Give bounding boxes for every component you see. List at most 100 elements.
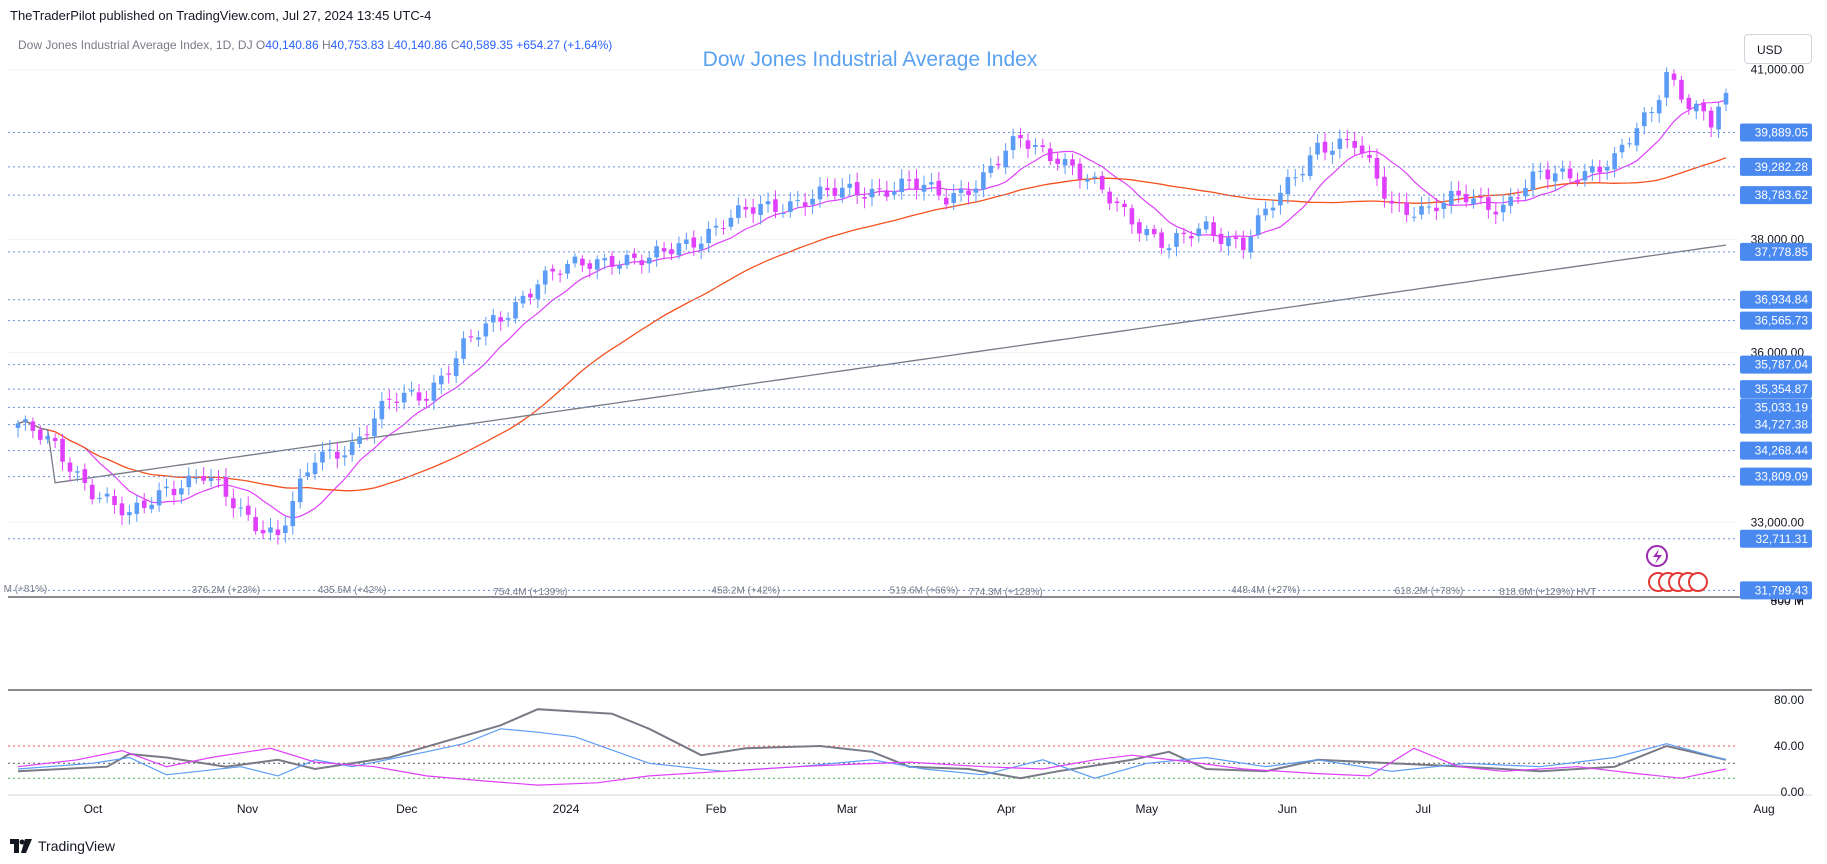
candle-body (728, 217, 734, 227)
oscillator-tick-label: 40.00 (1774, 739, 1804, 753)
time-tick-label: Nov (237, 802, 258, 816)
price-level-tag-label: 31,799.43 (1755, 583, 1809, 597)
candle-body (624, 254, 630, 266)
price-level-tag (1740, 311, 1812, 330)
change-value: +654.27 (+1.64%) (516, 38, 613, 52)
oscillator-pane (8, 708, 1738, 786)
candle-body (260, 530, 266, 534)
candle-body (30, 421, 36, 431)
candle-body (1389, 200, 1395, 204)
candle-body (1226, 237, 1231, 247)
candle-body (1315, 142, 1320, 155)
candle-body (1538, 170, 1543, 172)
low-value: 40,140.86 (394, 38, 448, 52)
candle-body (438, 375, 444, 385)
candle-body (565, 263, 570, 274)
candle-body (661, 248, 667, 252)
time-tick-label: Jul (1416, 802, 1431, 816)
candle-body (1189, 235, 1194, 239)
candle-body (387, 398, 392, 400)
candle-body (1716, 106, 1721, 130)
candle-body (802, 202, 808, 207)
candle-body (1478, 196, 1484, 198)
candle-body (104, 493, 110, 497)
candle-body (1374, 157, 1380, 179)
time-axis[interactable]: Oct Nov Dec 2024 Feb Mar Apr May Jun Jul Aug (84, 802, 1775, 816)
price-level-tag-label: 36,565.73 (1755, 314, 1809, 328)
candle-body (357, 436, 362, 444)
candle-body (37, 429, 43, 440)
candle-body (297, 478, 303, 503)
candle-body (891, 191, 897, 195)
candle-body (1211, 222, 1216, 236)
candle-body (906, 179, 912, 181)
candle-body (1174, 233, 1179, 247)
candle-body (1292, 177, 1298, 179)
candle-body (1018, 135, 1023, 139)
candle-body (1077, 163, 1083, 180)
candle-body (1233, 237, 1239, 239)
candle-body (1263, 208, 1268, 216)
candle-body (691, 237, 697, 248)
candle-body (609, 256, 615, 267)
candle-body (542, 270, 548, 285)
candle-body (929, 182, 934, 185)
candle-body (134, 502, 140, 514)
candle-body (1560, 168, 1565, 172)
candle-body (231, 498, 236, 509)
candle-body (632, 253, 637, 258)
candle-body (127, 512, 132, 516)
level-tags: 39,889.05 39,282.28 38,783.62 37,778.85 36,9… (1740, 123, 1812, 600)
price-level-tag-label: 35,787.04 (1755, 358, 1809, 372)
candle-body (1590, 166, 1595, 173)
candle-body (706, 228, 711, 244)
price-level-tag (1740, 242, 1812, 261)
candle-body (1285, 177, 1291, 195)
candle-body (141, 500, 147, 508)
candle-body (216, 479, 221, 481)
price-level-tag-label: 37,778.85 (1755, 245, 1809, 259)
candle-body (238, 507, 244, 509)
candle-body (156, 490, 162, 506)
candle-body (847, 183, 853, 188)
candle-body (461, 338, 466, 359)
time-tick-label: Feb (706, 802, 727, 816)
footer-brand: TradingView (10, 838, 115, 854)
candle-body (810, 198, 815, 205)
candle-body (1122, 203, 1127, 207)
candle-body (1151, 228, 1157, 235)
candle-body (899, 178, 905, 193)
candle-body (253, 517, 258, 532)
volume-annotation: 435.5M (+42%) (318, 585, 387, 596)
time-tick-label: Aug (1753, 802, 1774, 816)
tradingview-logo-icon (10, 839, 32, 853)
candle-body (1330, 150, 1335, 155)
candle-body (283, 525, 288, 534)
price-level-tag-label: 36,934.84 (1755, 293, 1809, 307)
time-tick-label: Oct (84, 802, 103, 816)
currency-button[interactable]: USD (1744, 34, 1812, 64)
price-tick-label: 41,000.00 (1751, 63, 1805, 77)
candle-body (1114, 201, 1120, 204)
candle-body (372, 418, 377, 437)
candle-body (82, 469, 88, 483)
price-level-tag (1740, 529, 1812, 548)
candle-body (1107, 191, 1112, 204)
chart-title: Dow Jones Industrial Average Index (702, 48, 1038, 71)
candle-body (1604, 167, 1610, 171)
candle-body (89, 484, 95, 500)
candle-body (1070, 159, 1075, 166)
candle-body (208, 477, 214, 481)
candle-body (23, 419, 28, 422)
candles (15, 67, 1729, 545)
candle-body (186, 475, 192, 488)
candle-body (320, 451, 325, 463)
price-level-tag-label: 39,282.28 (1755, 160, 1809, 174)
candle-body (1649, 112, 1655, 114)
candle-body (468, 336, 474, 338)
candle-body (1337, 138, 1343, 149)
candle-body (1701, 102, 1707, 112)
event-icons[interactable] (1646, 545, 1708, 592)
candle-body (1099, 175, 1105, 190)
